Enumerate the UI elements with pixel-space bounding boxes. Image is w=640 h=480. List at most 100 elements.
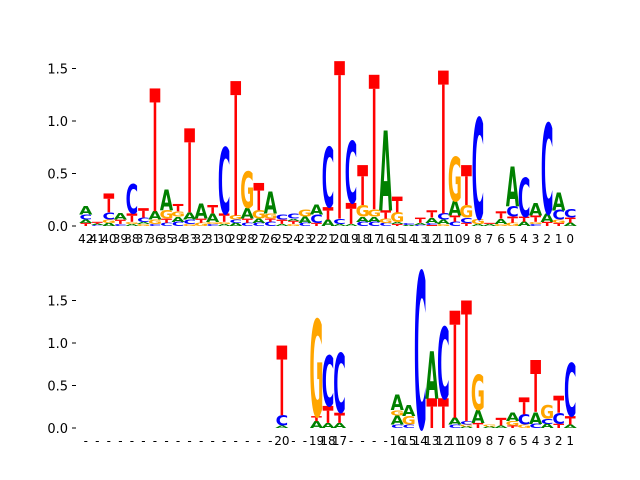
logo-letter-T-stem: [442, 406, 445, 428]
logo-letter-T-bar: [507, 425, 518, 427]
logo-letter-T-stem: [130, 215, 134, 222]
logo-letter-G: G: [252, 208, 266, 221]
logo-letter-A: A: [218, 223, 232, 226]
x-tick-label: 36: [147, 232, 162, 246]
logo-letter-C: C: [333, 337, 346, 432]
x-tick-label: 41: [90, 232, 105, 246]
logo-letter-C: C: [541, 418, 554, 426]
x-tick-label: 6: [497, 232, 505, 246]
logo-letter-C: C: [149, 223, 162, 226]
x-tick-label: 39: [113, 232, 128, 246]
x-tick-label: -: [222, 434, 226, 448]
logo-letter-T-bar: [311, 416, 322, 418]
logo-letter-A: A: [564, 222, 578, 227]
logo-letter-C: C: [426, 222, 439, 225]
logo-letter-A: A: [333, 422, 347, 430]
x-tick-label: 13: [424, 434, 439, 448]
logo-letter-T-stem: [395, 201, 399, 213]
x-tick-label: 5: [509, 232, 517, 246]
logo-letter-T-bar: [449, 215, 461, 218]
x-tick-label: -: [360, 434, 364, 448]
logo-letter-A: A: [310, 420, 324, 431]
logo-letter-T-stem: [465, 176, 468, 205]
x-tick-label: 19: [309, 434, 324, 448]
logo-letter-T-stem: [499, 419, 503, 426]
y-tick-label: 0.0: [47, 220, 68, 235]
x-tick-label: -: [268, 434, 272, 448]
logo-letter-T-bar: [553, 395, 565, 401]
logo-letter-T-bar: [265, 218, 276, 220]
logo-letter-A: A: [506, 411, 520, 425]
logo-letter-T-stem: [292, 221, 295, 224]
x-tick-label: 24: [286, 232, 301, 246]
logo-letter-G: G: [506, 420, 520, 427]
logo-letter-A: A: [517, 221, 530, 228]
logo-letter-T-stem: [269, 219, 272, 222]
logo-letter-A: A: [160, 184, 174, 218]
logo-letter-G: G: [159, 208, 173, 221]
x-tick-label: 15: [401, 434, 416, 448]
logo-letter-G: G: [217, 221, 231, 224]
x-tick-label: -: [153, 434, 157, 448]
logo-letter-T-stem: [395, 224, 399, 226]
logo-letter-A: A: [79, 204, 93, 217]
logo-letter-T-stem: [476, 424, 480, 428]
logo-letter-C: C: [518, 412, 531, 428]
logo-letter-G: G: [506, 222, 520, 227]
logo-letter-T-bar: [115, 219, 126, 221]
logo-letter-G: G: [390, 210, 404, 225]
logo-letter-T-bar: [484, 222, 495, 224]
y-tick-label: 0.5: [47, 380, 68, 395]
logo-letter-T-bar: [461, 165, 472, 177]
logo-letter-C: C: [91, 225, 104, 227]
logo-letter-C: C: [552, 410, 565, 428]
logo-letter-C: C: [264, 221, 277, 228]
logo-letter-A: A: [287, 218, 301, 221]
logo-letter-T-stem: [119, 220, 122, 224]
logo-letter-G: G: [471, 368, 485, 423]
x-tick-label: 34: [170, 232, 185, 246]
logo-letter-T-bar: [507, 216, 518, 219]
logo-letter-C: C: [160, 222, 173, 227]
logo-letter-A: A: [471, 223, 485, 226]
logo-letter-G: G: [240, 161, 254, 220]
logo-letter-T-stem: [499, 213, 503, 219]
logo-letter-C: C: [506, 203, 519, 220]
logo-letter-G: G: [494, 223, 508, 226]
logo-letter-A: A: [529, 408, 542, 428]
y-tick-label: 1.5: [47, 295, 68, 310]
logo-letter-C: C: [402, 222, 415, 225]
x-tick-label: 3: [543, 434, 551, 448]
logo-letter-T-bar: [334, 412, 345, 416]
logo-letter-T-stem: [557, 400, 560, 413]
x-tick-label: 2: [543, 232, 551, 246]
logo-letter-G: G: [379, 218, 393, 225]
x-tick-label: 1: [555, 232, 563, 246]
logo-letter-C: C: [564, 207, 577, 220]
x-tick-label: 13: [413, 232, 428, 246]
logo-letter-G: G: [459, 424, 473, 427]
logo-letter-T-bar: [207, 205, 218, 208]
x-tick-label: 25: [274, 232, 289, 246]
logo-letter-A: A: [391, 390, 404, 415]
logo-letter-C: C: [391, 424, 404, 430]
logo-letter-T-bar: [472, 422, 484, 425]
logo-letter-T-stem: [430, 212, 434, 218]
logo-letter-C: C: [103, 211, 116, 222]
logo-letter-A: A: [471, 408, 485, 428]
logo-letter-T-bar: [103, 193, 115, 199]
logo-letter-T-stem: [430, 406, 434, 428]
logo-letter-A: A: [321, 218, 335, 228]
x-tick-label: 18: [355, 232, 370, 246]
logo-letter-A: A: [448, 198, 462, 221]
logo-letter-T-stem: [522, 402, 526, 415]
logo-letter-G: G: [448, 146, 462, 215]
x-tick-label: 38: [124, 232, 139, 246]
logo-letter-T-bar: [322, 405, 334, 411]
logo-letter-T-bar: [518, 216, 530, 219]
logo-letter-A: A: [206, 212, 220, 225]
x-tick-label: 10: [447, 232, 462, 246]
logo-letter-G: G: [482, 424, 496, 427]
logo-letter-T-stem: [211, 207, 214, 214]
